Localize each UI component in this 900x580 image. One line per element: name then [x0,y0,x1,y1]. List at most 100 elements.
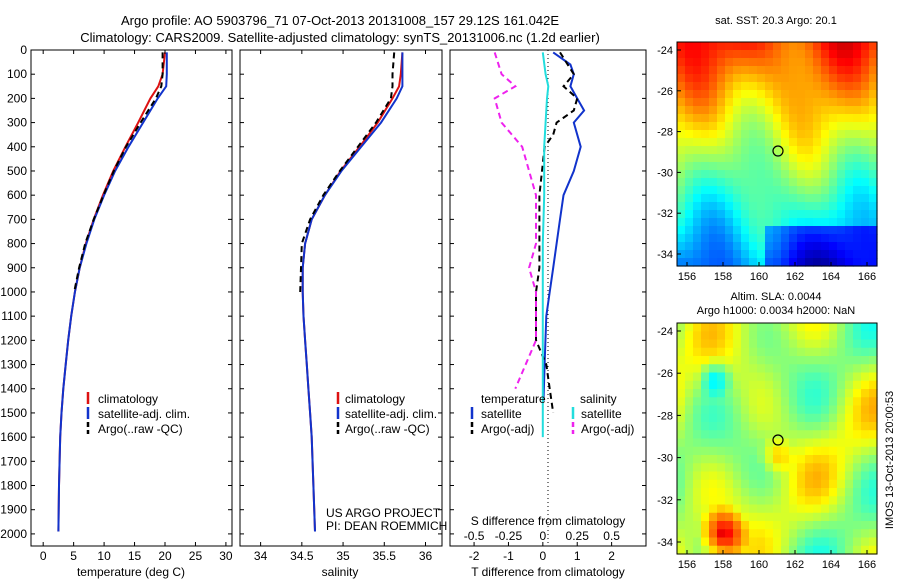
map-cell [717,446,726,456]
map-cell [805,234,814,243]
map-cell [781,154,790,163]
map-cell [789,339,798,349]
map-cell [749,194,758,203]
map-cell [709,397,718,407]
map-cell [733,339,742,349]
map-cell [749,413,758,423]
map-cell [853,106,862,115]
map-cell [797,138,806,147]
map-cell [789,242,798,251]
map-cell [757,504,766,514]
map-cell [861,58,870,67]
map-cell [725,82,734,91]
map-cell [685,389,694,398]
map-cell [837,194,846,203]
map-cell [757,455,766,464]
map-cell [733,479,742,489]
map-cell [685,463,694,473]
sla-map-title: Altim. SLA: 0.0044 [730,291,821,303]
map-cell [861,512,870,522]
map-cell [869,122,878,131]
sst-map-title: sat. SST: 20.3 Argo: 20.1 [715,15,837,27]
map-cell [733,455,742,464]
map-cell [789,504,798,514]
map-cell [821,413,830,423]
map-cell [829,194,838,203]
map-cell [829,218,838,227]
map-cell [829,430,838,440]
map-cell [845,323,854,332]
map-cell [725,42,734,51]
map-cell [709,356,718,365]
map-cell [741,66,750,75]
map-cell [765,463,774,473]
map-cell [765,389,774,398]
map-cell [733,98,742,107]
map-cell [837,380,846,390]
map-cell [861,218,870,227]
map-cell [693,471,702,481]
legend-label-t-argo: Argo(-adj) [481,422,534,436]
map-cell [725,438,734,448]
map-cell [821,331,830,341]
map-cell [813,170,822,179]
map-cell [749,170,758,179]
map-cell [709,138,718,147]
map-cell [813,463,822,473]
map-cell [709,430,718,440]
map-cell [749,130,758,139]
map-cell [693,446,702,456]
map-cell [781,413,790,423]
t-x-tick-label: 0 [539,549,546,563]
map-cell [717,463,726,473]
map-cell [837,347,846,357]
map-cell [773,372,782,382]
map-cell [677,405,686,415]
header-line-1: Argo profile: AO 5903796_71 07-Oct-2013 … [121,13,559,28]
map-cell [797,186,806,195]
map-cell [845,405,854,415]
map-cell [685,347,694,357]
map-cell [741,471,750,481]
map-cell [685,114,694,123]
map-cell [685,234,694,243]
map-cell [813,446,822,456]
map-cell [861,202,870,211]
map-cell [749,389,758,398]
map-cell [773,114,782,123]
map-cell [765,226,774,235]
map-cell [749,82,758,91]
map-cell [685,106,694,115]
x-tick-label: 34 [254,549,268,563]
map-cell [693,422,702,431]
map-cell [701,106,710,115]
map-cell [805,162,814,171]
map-cell [781,122,790,131]
map-cell [701,42,710,51]
map-cell [853,178,862,187]
map-cell [805,356,814,365]
map-cell [685,218,694,227]
map-cell [829,74,838,83]
map-cell [861,455,870,464]
map-cell [749,186,758,195]
map-cell [733,50,742,59]
map-cell [693,66,702,75]
map-cell [869,258,878,267]
map-cell [741,114,750,123]
map-cell [869,512,878,522]
map-cell [741,397,750,407]
map-cell [845,364,854,374]
map-cell [749,339,758,349]
map-cell [781,339,790,349]
map-cell [693,455,702,464]
map-cell [701,162,710,171]
map-cell [725,455,734,464]
map-cell [709,389,718,398]
map-cell [677,258,686,267]
map-cell [741,130,750,139]
map-cell [717,380,726,390]
map-cell [821,339,830,349]
map-cell [869,422,878,431]
map-cell [869,430,878,440]
